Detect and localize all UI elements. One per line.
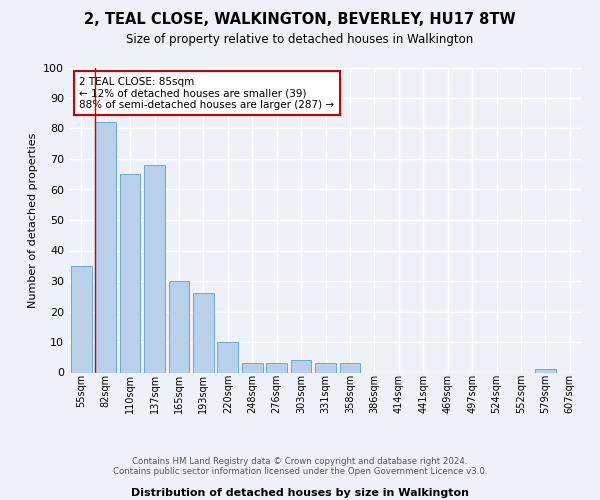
Text: 2 TEAL CLOSE: 85sqm
← 12% of detached houses are smaller (39)
88% of semi-detach: 2 TEAL CLOSE: 85sqm ← 12% of detached ho… <box>79 76 334 110</box>
Bar <box>217 342 238 372</box>
Text: Distribution of detached houses by size in Walkington: Distribution of detached houses by size … <box>131 488 469 498</box>
Bar <box>144 165 165 372</box>
Bar <box>242 364 263 372</box>
Y-axis label: Number of detached properties: Number of detached properties <box>28 132 38 308</box>
Text: Size of property relative to detached houses in Walkington: Size of property relative to detached ho… <box>127 32 473 46</box>
Bar <box>119 174 140 372</box>
Bar <box>71 266 92 372</box>
Text: 2, TEAL CLOSE, WALKINGTON, BEVERLEY, HU17 8TW: 2, TEAL CLOSE, WALKINGTON, BEVERLEY, HU1… <box>84 12 516 28</box>
Text: Contains HM Land Registry data © Crown copyright and database right 2024.
Contai: Contains HM Land Registry data © Crown c… <box>113 456 487 476</box>
Bar <box>193 293 214 372</box>
Bar <box>290 360 311 372</box>
Bar <box>169 281 190 372</box>
Bar <box>266 364 287 372</box>
Bar <box>535 370 556 372</box>
Bar <box>95 122 116 372</box>
Bar <box>315 364 336 372</box>
Bar <box>340 364 361 372</box>
